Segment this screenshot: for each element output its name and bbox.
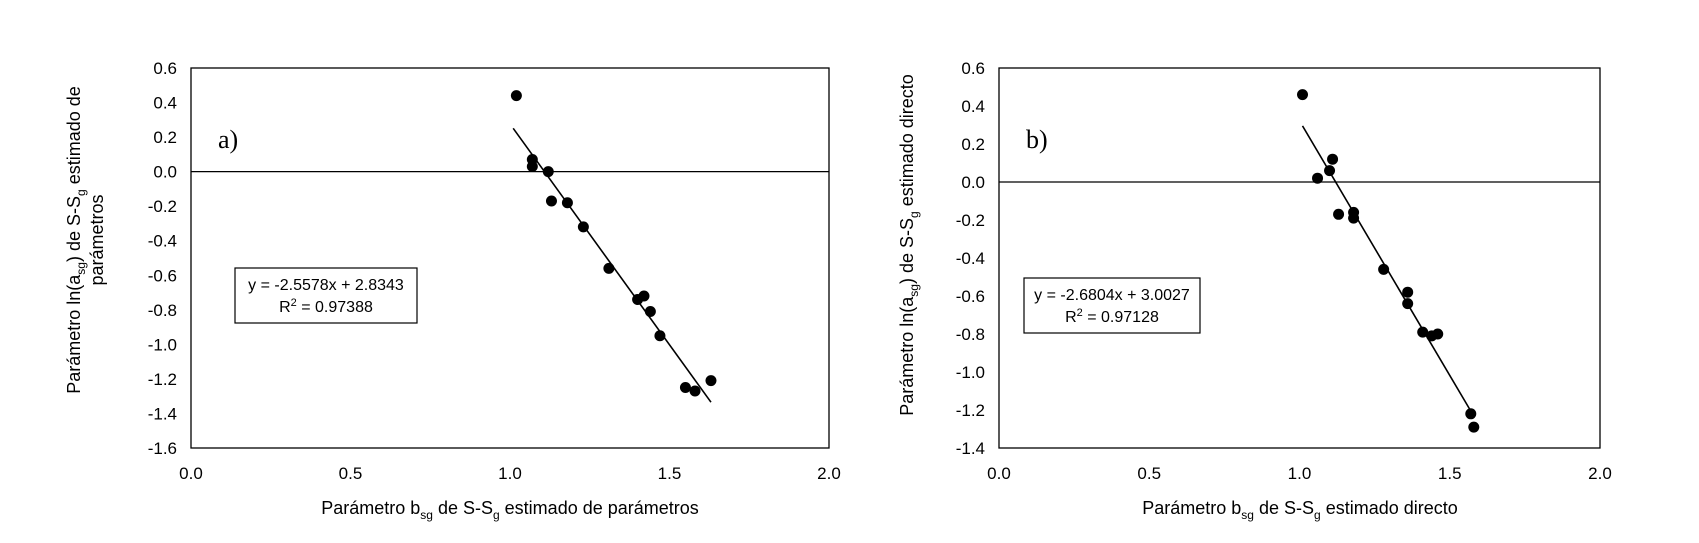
data-point — [679, 382, 691, 394]
y-tick-label: 0.2 — [153, 128, 177, 147]
data-point — [1402, 298, 1414, 310]
y-axis-title: Parámetro ln(asg) de S-Sg estimado direc… — [897, 74, 921, 416]
trendline-equation: y = -2.6804x + 3.0027 — [1034, 287, 1190, 304]
trendline-equation: y = -2.5578x + 2.8343 — [248, 277, 404, 294]
chart-panel-a: 0.6 0.4 0.2 0.0 -0.2 -0.4 -0.6 -0.8 -1.0 -1.2 -1.4… — [64, 59, 841, 522]
data-point — [510, 90, 522, 102]
x-axis-title: Parámetro bsg de S-Sg estimado directo — [1142, 498, 1458, 522]
equation-box — [1023, 277, 1201, 334]
y-tick-label: 0.6 — [153, 59, 177, 78]
data-point — [1324, 165, 1336, 177]
data-points — [510, 90, 717, 397]
y-tick-label: 0.6 — [961, 59, 985, 78]
data-point — [561, 197, 573, 209]
y-tick-labels: 0.6 0.4 0.2 0.0 -0.2 -0.4 -0.6 -0.8 -1.0 -1.2 -1.4 — [956, 59, 985, 458]
data-point — [1348, 212, 1360, 224]
r-squared-label: R2 = 0.97388 — [279, 297, 373, 316]
data-point — [705, 375, 717, 387]
y-tick-label: -1.0 — [148, 335, 177, 354]
data-point — [1432, 328, 1444, 340]
r-squared-label: R2 = 0.97128 — [1065, 307, 1159, 326]
x-tick-label: 0.0 — [179, 464, 203, 483]
y-tick-label: -0.2 — [148, 197, 177, 216]
data-point — [545, 195, 557, 207]
y-tick-label: 0.4 — [153, 94, 177, 113]
y-tick-label: 0.0 — [153, 163, 177, 182]
x-tick-labels: 0.0 0.5 1.0 1.5 2.0 — [987, 464, 1612, 483]
data-point — [644, 306, 656, 318]
y-tick-label: -1.2 — [148, 370, 177, 389]
svg-text:Parámetro ln(asg) de S-Sg esti: Parámetro ln(asg) de S-Sg estimado direc… — [897, 74, 921, 416]
data-point — [654, 330, 666, 342]
plot-area-frame — [998, 67, 1601, 449]
svg-text:Parámetro ln(asg) de S-Sg esti: Parámetro ln(asg) de S-Sg estimado de — [64, 86, 88, 394]
y-tick-label: -0.4 — [956, 249, 985, 268]
data-point — [526, 160, 538, 172]
y-tick-label: 0.2 — [961, 135, 985, 154]
data-point — [542, 166, 554, 178]
y-tick-label: 0.0 — [961, 173, 985, 192]
equation-box — [234, 267, 418, 324]
y-tick-label: -1.2 — [956, 401, 985, 420]
data-point — [1327, 153, 1339, 165]
x-tick-labels: 0.0 0.5 1.0 1.5 2.0 — [179, 464, 841, 483]
y-tick-label: -0.4 — [148, 232, 177, 251]
chart-panel-b: 0.6 0.4 0.2 0.0 -0.2 -0.4 -0.6 -0.8 -1.0 -1.2 -1.4… — [897, 59, 1612, 522]
panel-label: a) — [218, 125, 238, 154]
y-tick-label: -0.6 — [148, 266, 177, 285]
data-point — [1312, 172, 1324, 184]
y-axis-title: Parámetro ln(asg) de S-Sg estimado de pa… — [64, 86, 107, 394]
x-tick-label: 1.0 — [498, 464, 522, 483]
data-point — [603, 262, 615, 274]
y-tick-label: -0.8 — [956, 325, 985, 344]
data-points — [1297, 89, 1480, 433]
y-tick-label: -1.4 — [956, 439, 985, 458]
y-tick-label: -0.6 — [956, 287, 985, 306]
data-point — [1297, 89, 1309, 101]
plot-area-frame — [190, 67, 830, 449]
data-point — [1417, 326, 1429, 338]
y-tick-label: -1.0 — [956, 363, 985, 382]
data-point — [1402, 286, 1414, 298]
data-point — [577, 221, 589, 233]
x-axis-title: Parámetro bsg de S-Sg estimado de paráme… — [321, 498, 699, 522]
x-tick-label: 0.5 — [339, 464, 363, 483]
y-tick-label: -1.6 — [148, 439, 177, 458]
x-tick-label: 2.0 — [817, 464, 841, 483]
data-point — [1333, 208, 1345, 220]
x-tick-label: 0.0 — [987, 464, 1011, 483]
x-tick-label: 0.5 — [1137, 464, 1161, 483]
y-tick-label: -0.8 — [148, 301, 177, 320]
y-tick-label: 0.4 — [961, 97, 985, 116]
y-tick-label: -1.4 — [148, 404, 177, 423]
y-tick-labels: 0.6 0.4 0.2 0.0 -0.2 -0.4 -0.6 -0.8 -1.0 -1.2 -1.4… — [148, 59, 177, 458]
panel-label: b) — [1026, 125, 1048, 154]
x-tick-label: 1.0 — [1288, 464, 1312, 483]
data-point — [1465, 408, 1477, 420]
data-point — [638, 290, 650, 302]
data-point — [1468, 421, 1480, 433]
data-point — [689, 385, 701, 397]
y-tick-label: -0.2 — [956, 211, 985, 230]
svg-text:parámetros: parámetros — [87, 194, 107, 285]
x-tick-label: 1.5 — [658, 464, 682, 483]
x-tick-label: 2.0 — [1588, 464, 1612, 483]
x-tick-label: 1.5 — [1438, 464, 1462, 483]
data-point — [1378, 263, 1390, 275]
